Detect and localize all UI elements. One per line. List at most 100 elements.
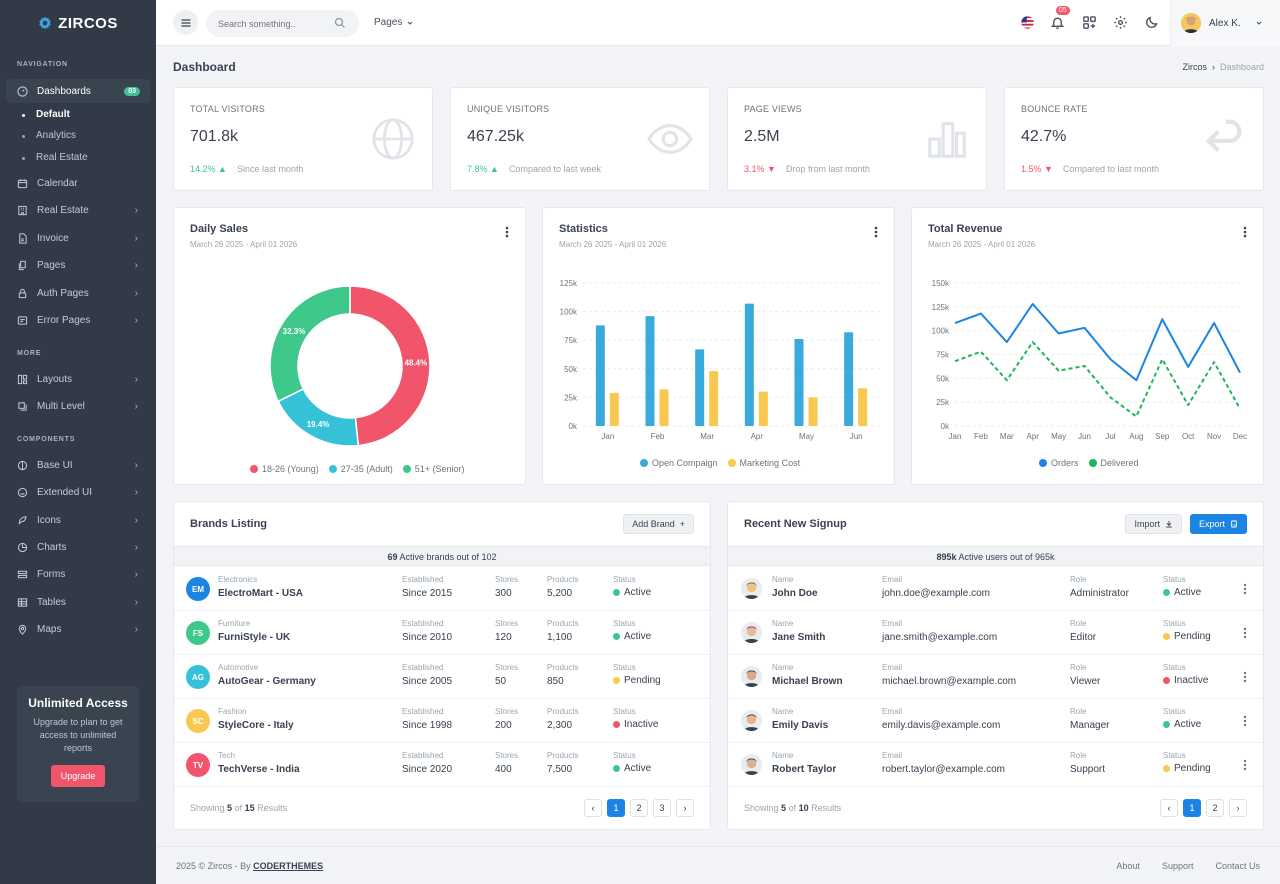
stat-label: Total Visitors bbox=[190, 104, 265, 114]
table-row[interactable]: Name Robert Taylor Email robert.taylor@exam… bbox=[728, 743, 1263, 787]
page-button[interactable]: › bbox=[1229, 799, 1247, 817]
company-link[interactable]: CODERTHEMES bbox=[253, 861, 324, 871]
sidebar: ZIRCOS NAVIGATION Dashboards 03 Default … bbox=[0, 0, 156, 884]
table-row[interactable]: Name Jane Smith Email jane.smith@example.co… bbox=[728, 611, 1263, 655]
status-badge: Active bbox=[613, 587, 651, 598]
sidebar-item-multi-level[interactable]: Multi Level › bbox=[6, 394, 150, 418]
row-actions-kebab-icon[interactable] bbox=[1243, 583, 1247, 595]
legend-item[interactable]: Orders bbox=[1039, 458, 1079, 468]
footer-link-contact[interactable]: Contact Us bbox=[1215, 861, 1260, 871]
legend-item[interactable]: Open Compaign bbox=[640, 458, 718, 468]
us-flag-icon[interactable] bbox=[1020, 15, 1035, 30]
search-icon[interactable] bbox=[334, 17, 346, 29]
page-button[interactable]: 1 bbox=[607, 799, 625, 817]
cell-value: Since 2005 bbox=[402, 676, 453, 687]
user-menu[interactable]: Alex K. bbox=[1170, 0, 1280, 46]
page-button[interactable]: 1 bbox=[1183, 799, 1201, 817]
legend-item[interactable]: 51+ (Senior) bbox=[402, 464, 465, 474]
sidebar-item-error-pages[interactable]: Error Pages › bbox=[6, 308, 150, 332]
page-button[interactable]: 2 bbox=[1206, 799, 1224, 817]
sidebar-item-pages[interactable]: Pages › bbox=[6, 253, 150, 277]
sidebar-subitem-default[interactable]: Default bbox=[22, 107, 70, 123]
sidebar-item-base-ui[interactable]: Base UI › bbox=[6, 453, 150, 477]
legend-item[interactable]: 18-26 (Young) bbox=[250, 464, 319, 474]
cell-label: Role bbox=[1070, 707, 1087, 716]
page-button[interactable]: › bbox=[676, 799, 694, 817]
sidebar-item-real-estate[interactable]: Real Estate › bbox=[6, 198, 150, 222]
cell-label: Role bbox=[1070, 619, 1087, 628]
sidebar-subitem-real-estate[interactable]: Real Estate bbox=[22, 150, 88, 166]
table-row[interactable]: FS Furniture FurniStyle - UK Established Sin… bbox=[174, 611, 710, 655]
pagination: ‹ 1 2 3 › bbox=[584, 799, 694, 817]
table-row[interactable]: Name John Doe Email john.doe@example.com Rol… bbox=[728, 567, 1263, 611]
table-row[interactable]: TV Tech TechVerse - India Established Since … bbox=[174, 743, 710, 787]
legend-item[interactable]: Marketing Cost bbox=[727, 458, 800, 468]
export-button[interactable]: Export bbox=[1189, 514, 1247, 534]
table-row[interactable]: Name Emily Davis Email emily.davis@example.… bbox=[728, 699, 1263, 743]
table-row[interactable]: EM Electronics ElectroMart - USA Establishe… bbox=[174, 567, 710, 611]
user-avatar bbox=[741, 710, 762, 731]
donut-slice bbox=[349, 285, 431, 447]
sidebar-subitem-analytics[interactable]: Analytics bbox=[22, 128, 76, 144]
kebab-menu-icon[interactable] bbox=[1243, 226, 1247, 238]
y-tick-label: 50k bbox=[564, 365, 578, 374]
brand-logo[interactable]: ZIRCOS bbox=[0, 0, 156, 46]
page-button[interactable]: ‹ bbox=[584, 799, 602, 817]
legend-item[interactable]: Delivered bbox=[1088, 458, 1139, 468]
page-button[interactable]: 3 bbox=[653, 799, 671, 817]
table-cell: Role Administrator bbox=[1070, 575, 1129, 599]
sidebar-item-invoice[interactable]: Invoice › bbox=[6, 226, 150, 250]
table-row[interactable]: SC Fashion StyleCore - Italy Established Sin… bbox=[174, 699, 710, 743]
footer-link-about[interactable]: About bbox=[1116, 861, 1140, 871]
sidebar-item-icons[interactable]: Icons › bbox=[6, 508, 150, 532]
row-actions-kebab-icon[interactable] bbox=[1243, 759, 1247, 771]
table-row[interactable]: AG Automotive AutoGear - Germany Establishe… bbox=[174, 655, 710, 699]
search-input[interactable] bbox=[206, 10, 359, 37]
row-actions-kebab-icon[interactable] bbox=[1243, 627, 1247, 639]
bell-icon[interactable] bbox=[1050, 15, 1065, 30]
chart-subtitle: March 26 2025 - April 01 2026 bbox=[190, 240, 298, 249]
table-cell: Stores 300 bbox=[495, 575, 518, 599]
table-cell: Established Since 2020 bbox=[402, 751, 452, 775]
promo-text: Upgrade to plan to get access to unlimit… bbox=[33, 717, 123, 753]
pages-dropdown[interactable]: Pages bbox=[374, 17, 414, 28]
sidebar-item-extended-ui[interactable]: Extended UI › bbox=[6, 480, 150, 504]
status-dot bbox=[613, 677, 620, 684]
row-actions-kebab-icon[interactable] bbox=[1243, 715, 1247, 727]
add-brand-button[interactable]: Add Brand + bbox=[623, 514, 694, 534]
settings-gear-icon[interactable] bbox=[1113, 15, 1128, 30]
legend-item[interactable]: 27-35 (Adult) bbox=[328, 464, 393, 474]
kebab-menu-icon[interactable] bbox=[505, 226, 509, 238]
sidebar-item-maps[interactable]: Maps › bbox=[6, 617, 150, 641]
breadcrumb-link[interactable]: Zircos bbox=[1182, 62, 1207, 72]
sidebar-item-auth-pages[interactable]: Auth Pages › bbox=[6, 281, 150, 305]
footer-link-support[interactable]: Support bbox=[1161, 861, 1194, 871]
status-dot bbox=[1163, 721, 1170, 728]
page-button[interactable]: ‹ bbox=[1160, 799, 1178, 817]
sidebar-item-calendar[interactable]: Calendar bbox=[6, 171, 150, 195]
menu-toggle-button[interactable] bbox=[173, 10, 198, 35]
sidebar-item-layouts[interactable]: Layouts › bbox=[6, 367, 150, 391]
cell-value: Since 1998 bbox=[402, 720, 453, 731]
import-button[interactable]: Import bbox=[1125, 514, 1182, 534]
kebab-menu-icon[interactable] bbox=[874, 226, 878, 238]
cell-label: Products bbox=[547, 751, 579, 760]
row-actions-kebab-icon[interactable] bbox=[1243, 671, 1247, 683]
footer-prefix: Showing bbox=[190, 803, 225, 813]
moon-icon[interactable] bbox=[1144, 15, 1159, 30]
sidebar-item-forms[interactable]: Forms › bbox=[6, 562, 150, 586]
sidebar-item-charts[interactable]: Charts › bbox=[6, 535, 150, 559]
bar bbox=[858, 388, 868, 426]
cell-value: 1,100 bbox=[547, 632, 573, 643]
sidebar-item-label: Multi Level bbox=[37, 400, 85, 412]
cell-label: Fashion bbox=[218, 707, 247, 716]
chevron-right-icon: › bbox=[134, 514, 138, 526]
upgrade-button[interactable]: Upgrade bbox=[50, 765, 106, 787]
user-avatar bbox=[741, 666, 762, 687]
page-button[interactable]: 2 bbox=[630, 799, 648, 817]
footer-shown: 5 bbox=[227, 803, 233, 813]
table-row[interactable]: Name Michael Brown Email michael.brown@exam… bbox=[728, 655, 1263, 699]
apps-grid-icon[interactable] bbox=[1082, 15, 1097, 30]
sidebar-item-tables[interactable]: Tables › bbox=[6, 590, 150, 614]
sidebar-item-dashboards[interactable]: Dashboards 03 bbox=[6, 79, 150, 103]
